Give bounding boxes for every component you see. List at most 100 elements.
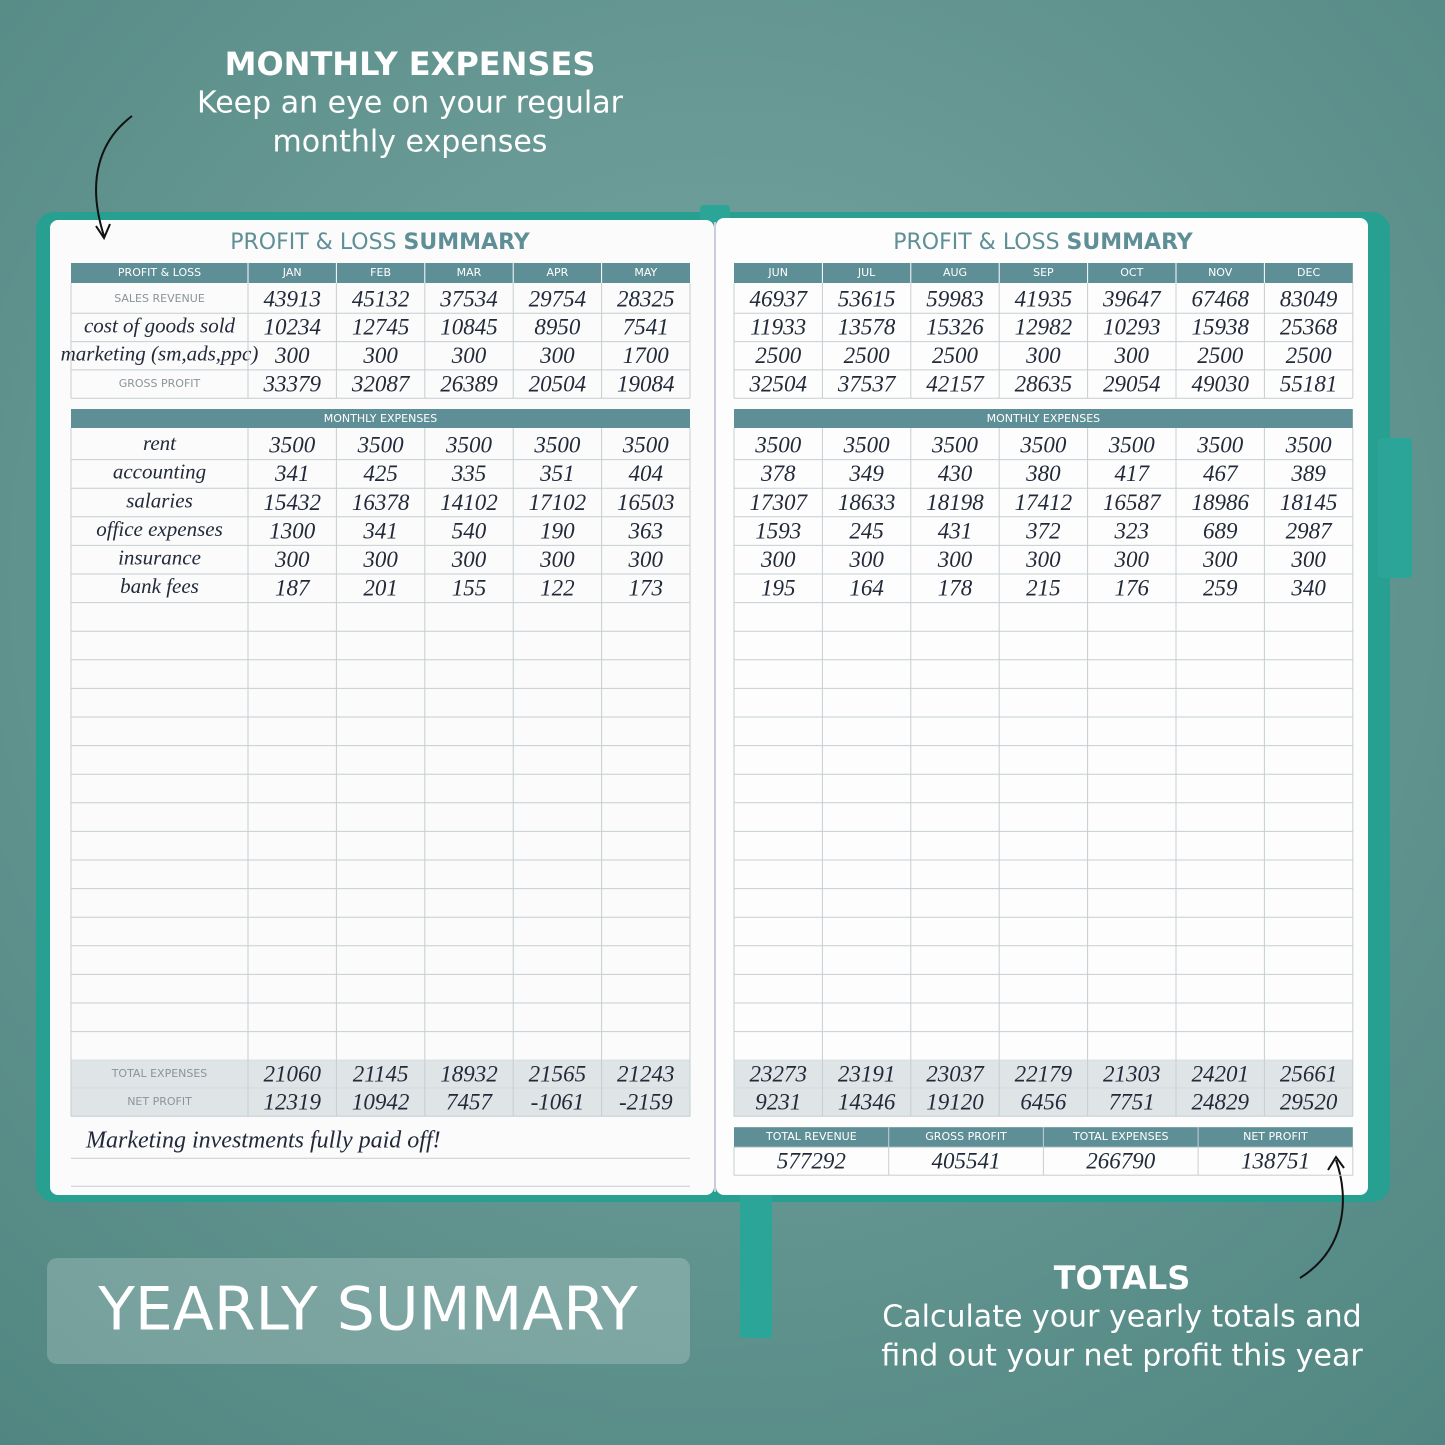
cell-value: 12745: [352, 315, 410, 340]
cell-value: 8950: [534, 315, 581, 340]
cell-value: 24201: [1191, 1061, 1249, 1086]
cell-value: 300: [451, 343, 487, 368]
cell-value: 300: [937, 547, 973, 572]
cell-value: 3500: [357, 433, 405, 458]
callout-text: Keep an eye on your regular: [197, 86, 624, 121]
cell-value: 28635: [1015, 371, 1073, 396]
ribbon: [740, 1190, 772, 1338]
row-label-hand: insurance: [118, 546, 201, 570]
cell-value: 14102: [440, 490, 498, 515]
cell-value: 17412: [1015, 490, 1073, 515]
month-header: MAY: [634, 266, 657, 279]
cell-value: 2500: [844, 343, 891, 368]
cell-value: 23037: [926, 1061, 985, 1086]
cell-value: 300: [1025, 343, 1061, 368]
cell-value: 16378: [352, 490, 410, 515]
cell-value: 41935: [1015, 286, 1073, 311]
page-title: PROFIT & LOSS SUMMARY: [893, 230, 1194, 255]
cell-value: 24829: [1191, 1089, 1249, 1114]
cell-value: 195: [761, 576, 796, 601]
cell-value: 349: [848, 461, 884, 486]
row-label: NET PROFIT: [127, 1095, 192, 1108]
cell-value: 45132: [352, 286, 410, 311]
cell-value: 18633: [838, 490, 896, 515]
month-header: AUG: [943, 266, 967, 279]
cell-value: 3500: [1196, 433, 1244, 458]
cell-value: 540: [452, 518, 487, 543]
cell-value: 29754: [529, 286, 587, 311]
cell-value: 245: [849, 518, 884, 543]
month-header: OCT: [1120, 266, 1143, 279]
cell-value: 53615: [838, 286, 896, 311]
cell-value: 67468: [1191, 286, 1249, 311]
cell-value: 2500: [1197, 343, 1244, 368]
cell-value: 1593: [755, 518, 801, 543]
cell-value: 300: [760, 547, 796, 572]
total-row: [734, 1060, 1353, 1089]
cell-value: 215: [1026, 576, 1061, 601]
cell-value: 178: [938, 576, 973, 601]
cell-value: 300: [1114, 343, 1150, 368]
cell-value: 25661: [1280, 1061, 1338, 1086]
month-header: NOV: [1208, 266, 1233, 279]
cell-value: 300: [1114, 547, 1150, 572]
cell-value: 17102: [529, 490, 587, 515]
cell-value: 300: [539, 547, 575, 572]
title-bold: SUMMARY: [1067, 230, 1194, 255]
cell-value: 55181: [1280, 371, 1338, 396]
cell-value: 23191: [838, 1061, 896, 1086]
cell-value: 3500: [754, 433, 802, 458]
cell-value: 9231: [755, 1089, 801, 1114]
cell-value: 49030: [1191, 371, 1249, 396]
cell-value: 7541: [623, 315, 669, 340]
badge: YEARLY SUMMARY: [97, 1275, 638, 1345]
cell-value: 15326: [926, 315, 984, 340]
left-page: [50, 220, 714, 1195]
cell-value: 3500: [268, 433, 316, 458]
cell-value: 187: [275, 576, 311, 601]
cell-value: 11933: [750, 315, 806, 340]
cell-value: 12319: [263, 1089, 321, 1114]
total-row: [71, 1060, 690, 1089]
expenses-header: [71, 409, 690, 428]
cell-value: 42157: [926, 371, 985, 396]
cell-value: 15432: [263, 490, 321, 515]
cell-value: 28325: [617, 286, 675, 311]
cell-value: 3500: [843, 433, 891, 458]
pen-loop: [1378, 438, 1412, 578]
cell-value: 29054: [1103, 371, 1161, 396]
totals-label: TOTAL REVENUE: [765, 1130, 857, 1143]
row-label-hand: rent: [143, 431, 177, 455]
cell-value: 300: [848, 547, 884, 572]
cell-value: 3500: [1108, 433, 1156, 458]
month-header: FEB: [370, 266, 391, 279]
cell-value: 341: [362, 518, 398, 543]
cell-value: -2159: [619, 1089, 673, 1114]
cell-value: 23273: [749, 1061, 807, 1086]
cell-value: 335: [451, 461, 487, 486]
page-title: PROFIT & LOSS SUMMARY: [230, 230, 531, 255]
cell-value: 2500: [932, 343, 979, 368]
cell-value: 33379: [262, 371, 321, 396]
cell-value: 2500: [755, 343, 802, 368]
cell-value: 259: [1203, 576, 1238, 601]
cell-value: 378: [760, 461, 796, 486]
cell-value: 3500: [445, 433, 493, 458]
arrow-top-head: [95, 223, 111, 241]
cell-value: 323: [1114, 518, 1150, 543]
cell-value: 7457: [446, 1089, 494, 1114]
cell-value: 176: [1115, 576, 1150, 601]
cell-value: 190: [540, 518, 575, 543]
row-label-hand: salaries: [126, 488, 193, 512]
cell-value: 14346: [838, 1089, 896, 1114]
cell-value: 300: [628, 547, 664, 572]
cell-value: 467: [1203, 461, 1239, 486]
month-header: SEP: [1033, 266, 1054, 279]
month-header: JUL: [857, 266, 876, 279]
cell-value: 201: [363, 576, 398, 601]
cell-value: 363: [628, 518, 664, 543]
cell-value: 351: [539, 461, 575, 486]
totals-value: 405541: [932, 1148, 1001, 1173]
callout-title: TOTALS: [1054, 1259, 1191, 1297]
